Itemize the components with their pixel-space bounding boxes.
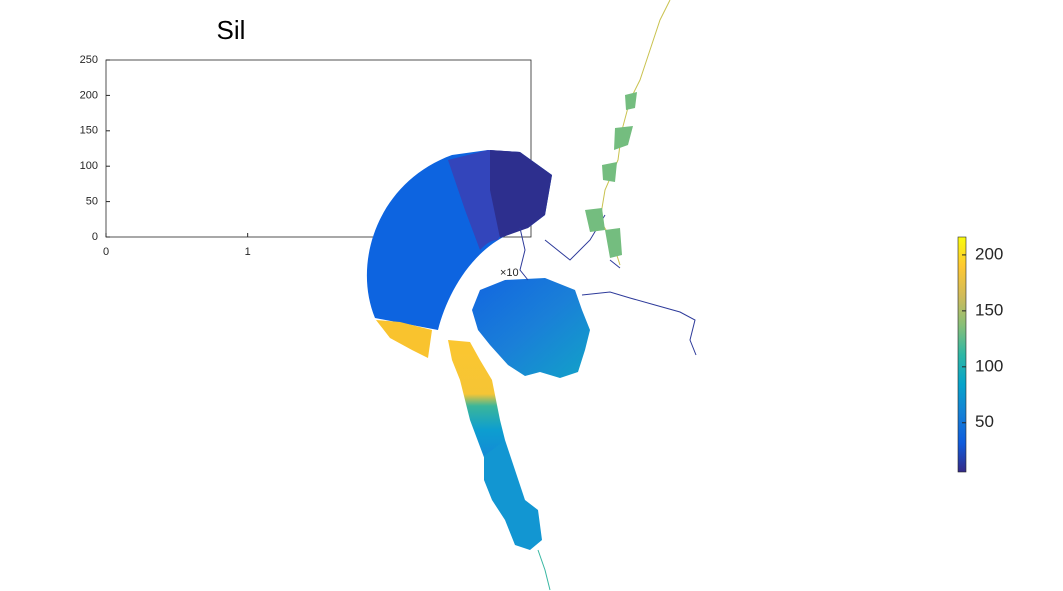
y-tick-label: 50 bbox=[86, 196, 98, 208]
chart-title: Sil bbox=[217, 15, 246, 45]
lagoon bbox=[472, 278, 590, 378]
coast-region bbox=[376, 320, 432, 358]
y-tick-label: 250 bbox=[80, 54, 98, 66]
colorbar-tick-label: 150 bbox=[975, 300, 1003, 319]
estuary bbox=[484, 440, 542, 550]
y-tick-label: 0 bbox=[92, 231, 98, 243]
river bbox=[537, 549, 551, 591]
colorbar-tick-label: 200 bbox=[975, 244, 1003, 263]
x-tick-label: 1 bbox=[245, 246, 251, 258]
x-exponent: ×10 bbox=[500, 267, 519, 279]
river bbox=[519, 214, 697, 356]
sea-region bbox=[490, 150, 552, 238]
y-tick-label: 100 bbox=[80, 160, 98, 172]
colorbar bbox=[957, 236, 967, 473]
x-tick-label: 0 bbox=[103, 246, 109, 258]
map bbox=[366, 0, 697, 591]
river bbox=[599, 0, 671, 266]
estuary bbox=[448, 340, 505, 460]
river-reach bbox=[585, 92, 637, 258]
y-tick-label: 150 bbox=[80, 125, 98, 137]
colorbar-tick-label: 100 bbox=[975, 356, 1003, 375]
colorbar-tick-label: 50 bbox=[975, 412, 994, 431]
y-tick-label: 200 bbox=[80, 89, 98, 101]
